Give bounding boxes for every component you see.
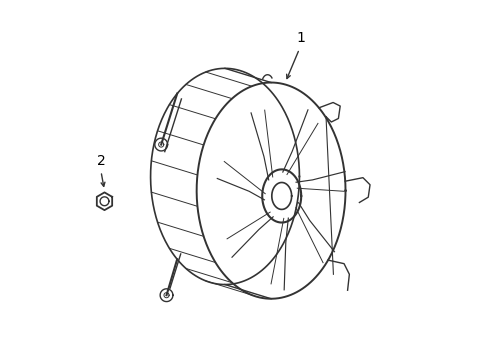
Text: 1: 1 [296,31,305,45]
Text: 2: 2 [96,154,105,168]
